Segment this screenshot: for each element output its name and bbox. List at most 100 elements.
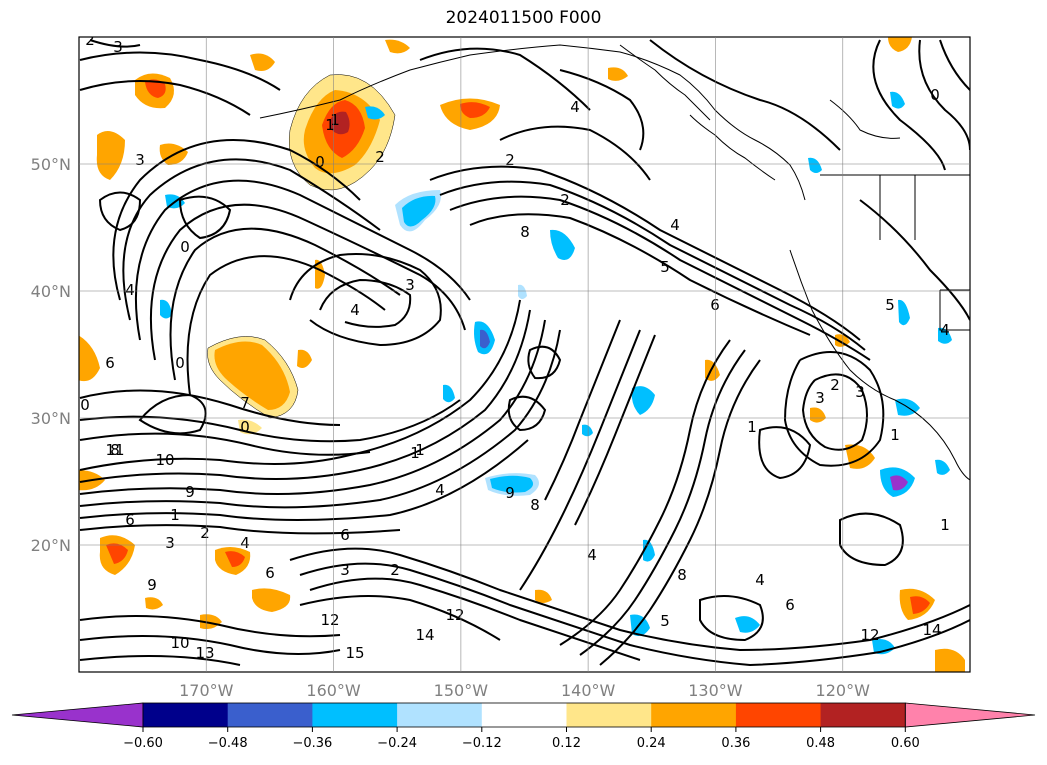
colorbar-swatch: [566, 703, 652, 727]
contour-value-label: 5: [660, 258, 670, 276]
contour-value-label: 1: [410, 444, 420, 462]
contour-value-label: 12: [445, 606, 464, 624]
colorbar-tick-label: 0.24: [637, 736, 666, 751]
contour-value-label: 9: [505, 484, 515, 502]
contour-value-label: 3: [405, 276, 415, 294]
contour-value-label: 14: [922, 621, 941, 639]
colorbar-labels: −0.60 −0.48 −0.36 −0.24 −0.12 0.12 0.24 0.36 0.4…: [123, 727, 920, 751]
colorbar-swatch: [735, 703, 822, 727]
colorbar-tick-label: 0.60: [891, 736, 920, 751]
contour-value-label: 6: [105, 354, 115, 372]
contour-value-label: 12: [320, 611, 339, 629]
colorbar-max-extend: [904, 702, 1036, 728]
map-title: 2024011500 F000: [445, 8, 602, 28]
contour-value-label: 10: [155, 451, 174, 469]
contour-value-label: 4: [125, 281, 135, 299]
contour-value-label: 0: [80, 396, 90, 414]
colorbar-tick-label: −0.48: [208, 736, 248, 751]
contour-value-label: 0: [180, 238, 190, 256]
colorbar-tick-label: −0.36: [292, 736, 332, 751]
contour-value-label: 8: [520, 223, 530, 241]
colorbar-swatch: [820, 703, 906, 727]
latitude-label: 30°N: [31, 409, 71, 428]
contour-value-label: 1: [747, 418, 757, 436]
contour-value-label: 4: [570, 98, 580, 116]
latitude-label: 20°N: [31, 536, 71, 555]
longitude-label: 140°W: [561, 681, 616, 700]
colorbar-tick-label: −0.12: [462, 736, 502, 751]
contour-value-label: 2: [505, 151, 515, 169]
contour-value-label: 7: [240, 394, 250, 412]
latitude-labels: 20°N 30°N 40°N 50°N: [31, 155, 71, 555]
contour-value-label: 0: [240, 418, 250, 436]
contour-value-label: 8: [110, 441, 120, 459]
colorbar-swatch: [397, 703, 483, 727]
contour-value-label: 5: [885, 296, 895, 314]
contour-value-label: 3: [815, 389, 825, 407]
contour-value-label: 8: [530, 496, 540, 514]
colorbar-tick-label: 0.36: [721, 736, 750, 751]
longitude-label: 170°W: [179, 681, 234, 700]
contour-lines: [79, 39, 970, 667]
contour-value-label: 4: [240, 534, 250, 552]
anomaly-shading: [79, 37, 965, 672]
colorbar-tick-label: −0.60: [123, 736, 163, 751]
longitude-label: 120°W: [816, 681, 871, 700]
contour-value-label: 15: [345, 644, 364, 662]
latitude-label: 40°N: [31, 282, 71, 301]
colorbar-swatch: [312, 703, 398, 727]
contour-value-label: 4: [755, 571, 765, 589]
longitude-label: 150°W: [434, 681, 489, 700]
longitude-labels: 170°W 160°W 150°W 140°W 130°W 120°W: [179, 681, 870, 700]
contour-value-label: 2: [390, 561, 400, 579]
contour-value-label: 4: [670, 216, 680, 234]
longitude-label: 160°W: [306, 681, 361, 700]
contour-value-label: 6: [785, 596, 795, 614]
contour-value-label: 0: [315, 153, 325, 171]
contour-value-label: 2: [830, 376, 840, 394]
contour-value-label: 0: [930, 86, 940, 104]
contour-value-label: 2: [200, 524, 210, 542]
map-frame: [78, 36, 971, 673]
colorbar-tick-label: 0.12: [552, 736, 581, 751]
contour-value-label: 3: [855, 383, 865, 401]
colorbar: [11, 702, 1036, 728]
contour-value-label: 1: [415, 441, 425, 459]
contour-value-label: 2: [375, 148, 385, 166]
contour-value-label: 3: [135, 151, 145, 169]
contour-value-label: 6: [340, 526, 350, 544]
contour-value-label: 10: [170, 634, 189, 652]
contour-value-label: 5: [660, 612, 670, 630]
contour-value-label: 2: [85, 31, 95, 49]
colorbar-swatch: [481, 703, 567, 727]
contour-value-label: 9: [185, 483, 195, 501]
contour-value-label: 9: [147, 576, 157, 594]
contour-value-label: 6: [265, 564, 275, 582]
gridlines: [79, 37, 970, 672]
colorbar-swatch: [143, 703, 229, 727]
contour-value-label: 0: [175, 354, 185, 372]
contour-value-label: 12: [860, 626, 879, 644]
contour-value-label: 3: [165, 534, 175, 552]
contour-value-label: 3: [340, 561, 350, 579]
colorbar-min-extend: [11, 702, 144, 728]
contour-value-label: 4: [435, 481, 445, 499]
colorbar-swatch: [227, 703, 313, 727]
contour-value-label: 4: [940, 321, 950, 339]
colorbar-tick-label: 0.48: [806, 736, 835, 751]
contour-value-label: 1: [170, 506, 180, 524]
contour-value-label: 1: [330, 111, 340, 129]
contour-value-label: 1: [890, 426, 900, 444]
contour-value-label: 13: [195, 644, 214, 662]
contour-value-label: 1: [940, 516, 950, 534]
anomaly-outlines: [207, 74, 396, 419]
colorbar-swatch: [651, 703, 737, 727]
longitude-label: 130°W: [688, 681, 743, 700]
latitude-label: 50°N: [31, 155, 71, 174]
contour-value-label: 4: [587, 546, 597, 564]
contour-value-label: 1: [325, 116, 335, 134]
contour-value-label: 3: [113, 38, 123, 56]
contour-value-label: 14: [415, 626, 434, 644]
